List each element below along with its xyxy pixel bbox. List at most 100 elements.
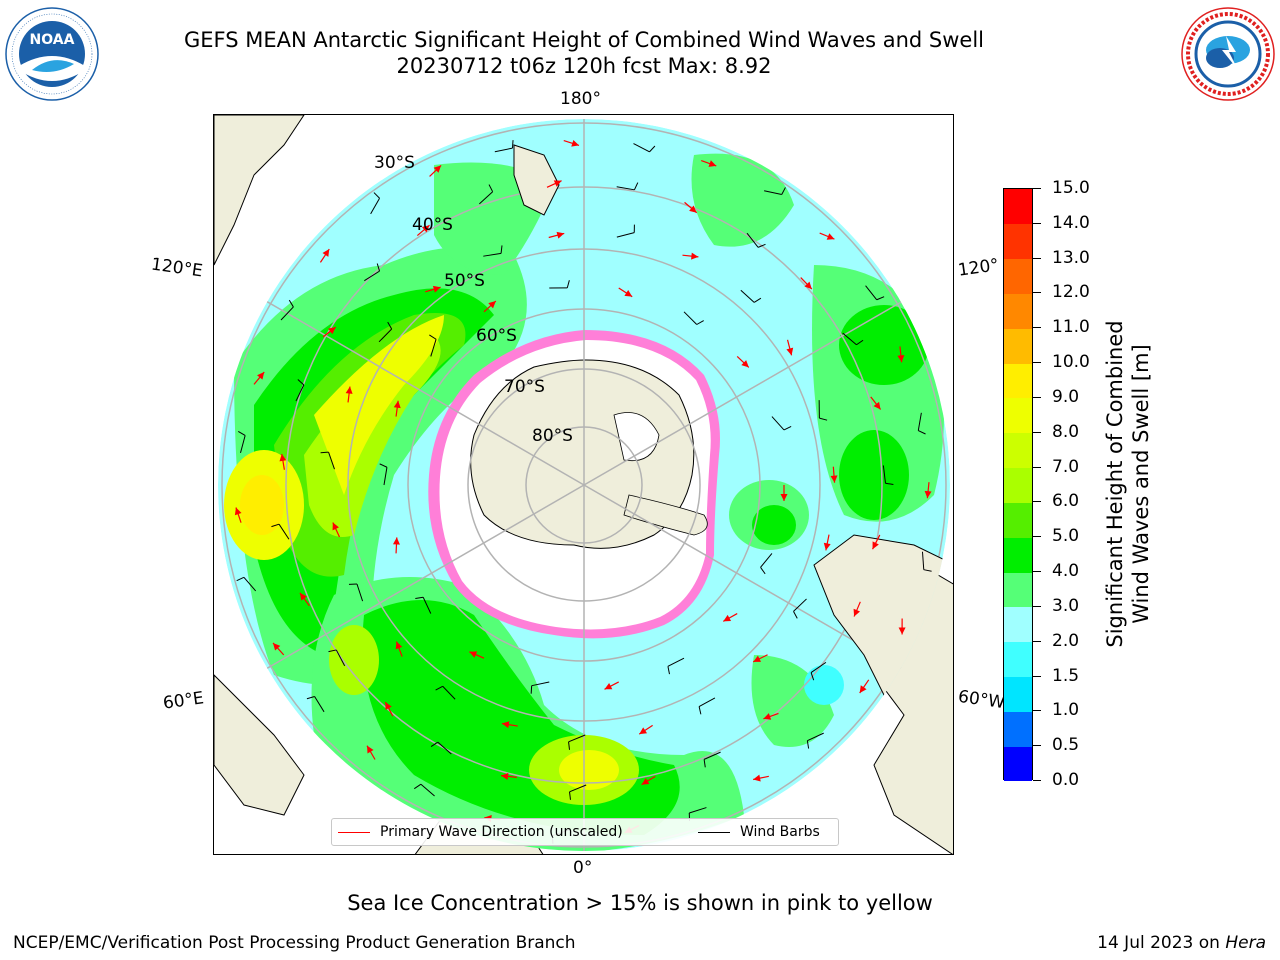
wave-arrow	[800, 277, 813, 290]
colorbar-segment	[1004, 258, 1032, 294]
colorbar-tick	[1033, 362, 1041, 364]
wave-arrow	[395, 641, 403, 657]
colorbar-segment	[1004, 189, 1032, 225]
wind-barb	[793, 598, 807, 619]
colorbar-tick	[1033, 675, 1041, 677]
wave-arrow	[392, 537, 400, 554]
colorbar-tick-label: 5.0	[1052, 526, 1080, 547]
colorbar-segment	[1004, 746, 1032, 782]
wave-arrow	[823, 534, 831, 551]
colorbar-tick-label: 0.0	[1052, 770, 1080, 790]
wave-arrow	[684, 201, 698, 214]
lat-label-50s: 50°S	[444, 271, 485, 291]
wave-arrow	[322, 326, 337, 338]
colorbar-tick-label: 1.0	[1052, 700, 1080, 721]
wave-arrow	[546, 180, 562, 188]
colorbar-tick	[1033, 536, 1041, 538]
colorbar-tick-label: 14.0	[1052, 212, 1090, 233]
colorbar-segment	[1004, 397, 1032, 434]
wind-barb	[483, 245, 503, 257]
colorbar-tick-label: 1.5	[1052, 665, 1080, 686]
wind-barb	[569, 784, 587, 800]
wave-arrow	[416, 224, 430, 237]
colorbar-segment	[1004, 572, 1032, 608]
wave-arrow	[859, 679, 870, 694]
colorbar-tick-label: 3.0	[1052, 595, 1080, 616]
colorbar-tick-label: 11.0	[1052, 317, 1090, 338]
wind-barb	[370, 192, 381, 215]
colorbar-tick	[1033, 745, 1041, 747]
wave-arrow	[898, 618, 906, 635]
wave-arrow	[332, 522, 341, 538]
wave-arrow	[641, 775, 656, 786]
wave-arrow	[425, 285, 441, 293]
legend-line-red	[338, 831, 370, 833]
colorbar-tick-label: 13.0	[1052, 247, 1090, 268]
colorbar-tick	[1033, 257, 1041, 259]
wave-arrow	[753, 774, 769, 782]
wind-barb	[413, 783, 435, 797]
wave-arrow	[253, 371, 265, 385]
wind-barb	[379, 463, 388, 486]
wind-barb	[568, 734, 586, 750]
colorbar-segment	[1004, 711, 1032, 747]
colorbar-tick	[1033, 292, 1041, 294]
colorbar-tick	[1033, 222, 1041, 224]
wave-arrow	[736, 356, 750, 368]
wind-barb	[882, 465, 894, 485]
colorbar-segment	[1004, 328, 1032, 364]
footer-date-text: 14 Jul 2023 on	[1097, 933, 1226, 953]
colorbar	[1003, 188, 1033, 782]
legend-line-black	[698, 831, 730, 833]
colorbar-tick-label: 7.0	[1052, 456, 1080, 477]
wind-barb	[320, 451, 335, 470]
sea-ice-note: Sea Ice Concentration > 15% is shown in …	[347, 891, 933, 915]
colorbar-title-line2: Wind Waves and Swell [m]	[1129, 344, 1153, 624]
colorbar-tick	[1033, 710, 1041, 712]
wave-arrow	[299, 592, 310, 607]
wave-arrow	[366, 745, 376, 760]
colorbar-tick	[1033, 640, 1041, 642]
wind-barb	[616, 182, 639, 191]
colorbar-tick-label: 6.0	[1052, 491, 1080, 512]
graticule	[218, 119, 950, 851]
wind-barb	[703, 751, 721, 768]
colorbar-tick-label: 15.0	[1052, 178, 1090, 198]
wave-arrow	[345, 386, 353, 403]
wind-barb	[760, 553, 773, 575]
wind-barb	[667, 657, 685, 675]
footer-credit: NCEP/EMC/Verification Post Processing Pr…	[13, 933, 576, 953]
wind-barb	[764, 187, 786, 196]
colorbar-tick	[1033, 780, 1041, 781]
wind-barb	[348, 583, 364, 602]
wave-arrow	[638, 724, 653, 735]
wind-barb	[364, 263, 381, 282]
colorbar-tick-label: 2.0	[1052, 630, 1080, 651]
colorbar-segment	[1004, 502, 1032, 538]
wind-barb	[865, 285, 885, 301]
colorbar-title-line1: Significant Height of Combined	[1103, 320, 1127, 648]
footer-date: 14 Jul 2023 on Hera	[1097, 933, 1266, 953]
wind-barb	[698, 697, 716, 715]
wind-barb	[633, 143, 656, 153]
wind-barb	[328, 649, 346, 667]
wave-arrow	[604, 681, 620, 690]
wave-arrow	[384, 701, 394, 717]
footer-host: Hera	[1225, 933, 1266, 953]
wind-barb	[479, 184, 494, 205]
wave-arrow	[279, 453, 287, 470]
wave-arrow	[319, 248, 330, 263]
lat-label-70s: 70°S	[504, 377, 545, 397]
wave-arrow	[548, 231, 565, 239]
wave-arrow	[819, 232, 835, 240]
lon-label-left-lower: 60°E	[161, 688, 206, 714]
colorbar-tick-label: 12.0	[1052, 282, 1090, 303]
colorbar-title: Significant Height of Combined Wind Wave…	[1102, 254, 1154, 714]
wave-arrow	[393, 400, 401, 417]
wave-arrow	[763, 712, 779, 720]
colorbar-tick-label: 8.0	[1052, 421, 1080, 442]
wind-barb	[238, 430, 246, 453]
wave-arrow	[870, 396, 882, 410]
wave-arrow	[234, 507, 242, 523]
colorbar-tick-label: 9.0	[1052, 386, 1080, 407]
